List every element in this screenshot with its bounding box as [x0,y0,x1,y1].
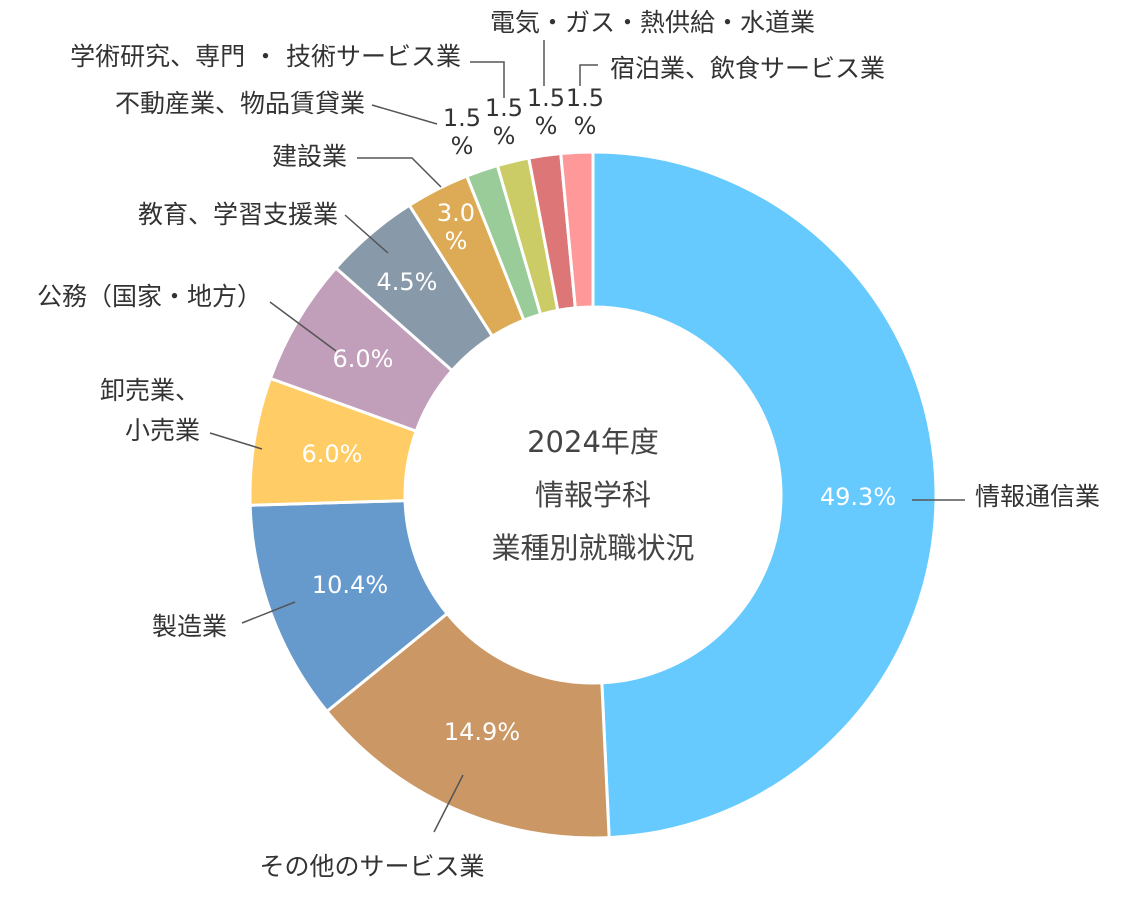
value-label-1: 49.3% [820,483,896,511]
slice-1 [591,150,938,840]
category-label-7: 建設業 [272,142,347,171]
slice-2 [324,611,611,840]
value-label-6: 4.5% [377,268,438,296]
center-title: 2024年度 情報学科 業種別就職状況 [491,425,694,565]
value-label-9: 1.5% [485,94,523,150]
leader-line-4 [209,432,263,450]
category-label-9: 学術研究、専門 ・ 技術サービス業 [70,42,461,71]
value-label-4: 6.0% [302,440,363,468]
value-label-7: 3.0% [437,199,475,255]
leader-line-6 [344,214,389,254]
category-label-8: 不動産業、物品賃貸業 [115,89,365,118]
value-label-2: 14.9% [444,718,520,746]
leader-line-11 [579,64,598,86]
leader-line-8 [371,104,438,125]
category-label-4: 卸売業、小売業 [100,376,200,445]
category-label-2: その他のサービス業 [259,852,484,881]
center-title-line-2: 情報学科 [535,478,651,512]
category-label-5: 公務（国家・地方） [37,282,262,311]
leader-line-5 [269,301,337,352]
category-label-11: 宿泊業、飲食サービス業 [610,54,885,83]
value-label-10: 1.5% [527,84,565,140]
value-label-11: 1.5% [566,84,604,140]
value-label-3: 10.4% [312,571,388,599]
category-label-6: 教育、学習支援業 [138,200,338,229]
leader-lines [209,40,965,833]
category-label-10: 電気・ガス・熱供給・水道業 [490,8,815,37]
center-title-line-1: 2024年度 [527,425,659,459]
category-label-3: 製造業 [152,612,227,641]
value-labels: 49.3%14.9%10.4%6.0%6.0%4.5%3.0 %1.5 %1.5 %1… [302,84,897,746]
value-label-8: 1.5% [443,104,481,160]
center-title-line-3: 業種別就職状況 [491,531,694,565]
category-label-1: 情報通信業 [975,482,1100,511]
leader-line-9 [470,61,505,98]
donut-slices [248,150,938,840]
leader-line-7 [357,157,442,188]
leader-line-3 [241,601,296,624]
value-label-5: 6.0% [333,345,394,373]
slice-11 [559,150,595,310]
leader-line-2 [433,774,464,833]
